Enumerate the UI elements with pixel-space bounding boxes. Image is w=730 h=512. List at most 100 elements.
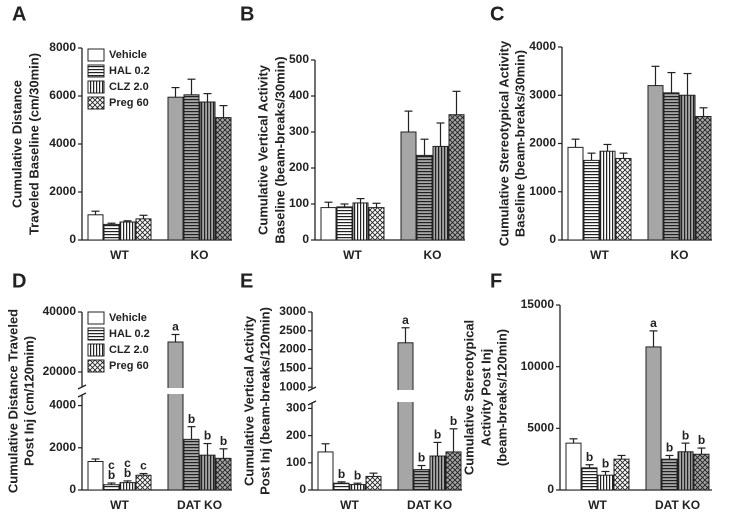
significance-label: b: [204, 429, 211, 443]
bar-pattern: [337, 206, 352, 240]
x-tick-label: KO: [191, 248, 209, 262]
axis-break: [307, 400, 317, 406]
bar-pattern: [600, 151, 615, 240]
y-tick-label: 8000: [49, 40, 76, 54]
y-tick-label: 1000: [529, 184, 556, 198]
y-axis-label: Cumulative Distance: [9, 80, 24, 208]
x-tick-label: WT: [343, 248, 362, 262]
y-axis-label: Cumulative Stereotypical Activity: [496, 40, 511, 246]
y-tick-label: 2500: [279, 323, 306, 337]
y-tick-label: 3000: [279, 304, 306, 318]
y-tick-label: 0: [302, 232, 309, 246]
significance-label: a: [402, 313, 409, 327]
x-tick-label: KO: [671, 248, 689, 262]
bar-pattern: [694, 454, 709, 490]
bar-pattern: [200, 455, 215, 490]
bar: [397, 342, 414, 491]
bar: [400, 131, 417, 241]
bar-pattern: [369, 207, 384, 240]
y-axis-label: Cumulative Vertical Activity: [255, 64, 270, 235]
y-tick-label: 2000: [49, 440, 76, 454]
legend-swatch-pattern: [88, 65, 104, 77]
bar-pattern: [414, 469, 429, 490]
legend-swatch: [87, 48, 105, 62]
y-axis-label: Post Inj (cm/120mim): [21, 336, 36, 466]
bar-break: [397, 390, 414, 402]
bar-pattern: [446, 451, 461, 490]
bar-pattern: [598, 475, 613, 490]
y-tick-label: 0: [549, 232, 556, 246]
y-tick-label: 2000: [49, 184, 76, 198]
y-axis-label: Cumulative Stereotypical: [461, 320, 476, 475]
bar: [87, 214, 104, 241]
significance-label: b: [450, 414, 457, 428]
y-axis-label: (beam-breaks/120min): [494, 329, 509, 466]
y-tick-label: 6000: [49, 88, 76, 102]
significance-label: b: [434, 428, 441, 442]
bar-pattern: [120, 222, 135, 240]
y-tick-label: 300: [286, 401, 306, 415]
legend-label: Preg 60: [109, 360, 149, 372]
legend-label: CLZ 2.0: [109, 81, 149, 93]
bar-pattern: [678, 451, 693, 490]
legend-swatch-pattern: [88, 344, 104, 356]
y-tick-label: 2000: [529, 136, 556, 150]
y-tick-label: 0: [547, 482, 554, 496]
panel-letter: A: [12, 3, 26, 25]
bar-pattern: [120, 482, 135, 490]
y-tick-label: 200: [289, 160, 309, 174]
significance-label: b: [586, 450, 593, 464]
significance-label: b: [354, 468, 361, 482]
legend-label: Preg 60: [109, 97, 149, 109]
panel-letter: D: [12, 270, 26, 292]
y-tick-label: 200: [286, 428, 306, 442]
y-tick-label: 1500: [279, 361, 306, 375]
significance-label: b: [698, 433, 705, 447]
y-tick-label: 3000: [529, 87, 556, 101]
bar-pattern: [582, 467, 597, 490]
bar-pattern: [430, 456, 445, 490]
significance-label: a: [172, 320, 179, 334]
bar-pattern: [350, 484, 365, 490]
y-axis-label: Cumulative Vertical Activity: [241, 315, 256, 486]
bar-pattern: [614, 459, 629, 490]
y-tick-label: 2000: [279, 342, 306, 356]
bar-break: [167, 388, 184, 394]
y-tick-label: 400: [289, 88, 309, 102]
axis-break: [307, 386, 317, 392]
bar-pattern: [200, 102, 215, 240]
axis-break: [77, 392, 87, 398]
significance-label: b: [682, 428, 689, 442]
bar-pattern: [680, 95, 695, 240]
y-tick-label: 0: [69, 482, 76, 496]
x-tick-label: WT: [110, 248, 129, 262]
x-tick-label: KO: [424, 248, 442, 262]
x-tick-label: WT: [588, 498, 607, 512]
y-axis-label: Post Inj (beam-breaks/120min): [257, 307, 272, 495]
legend-swatch-pattern: [88, 328, 104, 340]
legend-swatch-pattern: [88, 360, 104, 372]
y-tick-label: 300: [289, 124, 309, 138]
legend-label: Vehicle: [109, 49, 147, 61]
panel-letter: B: [240, 3, 254, 25]
bar-pattern: [104, 224, 119, 240]
panel-letter: F: [490, 270, 502, 292]
significance-label: b: [666, 441, 673, 455]
bar-pattern: [334, 483, 349, 490]
bar: [567, 146, 584, 241]
bar: [645, 346, 662, 491]
y-tick-label: 100: [286, 455, 306, 469]
significance-label: c: [124, 456, 131, 470]
x-tick-label: WT: [590, 248, 609, 262]
bar: [167, 341, 184, 491]
bar-pattern: [136, 218, 151, 240]
significance-label: b: [418, 451, 425, 465]
bar: [317, 451, 334, 491]
bar-pattern: [417, 155, 432, 240]
y-tick-label: 4000: [529, 39, 556, 53]
legend-swatch: [87, 311, 105, 325]
y-tick-label: 500: [289, 52, 309, 66]
bar-pattern: [136, 475, 151, 490]
y-axis-label: Cumulative Distance Traveled: [5, 309, 20, 493]
